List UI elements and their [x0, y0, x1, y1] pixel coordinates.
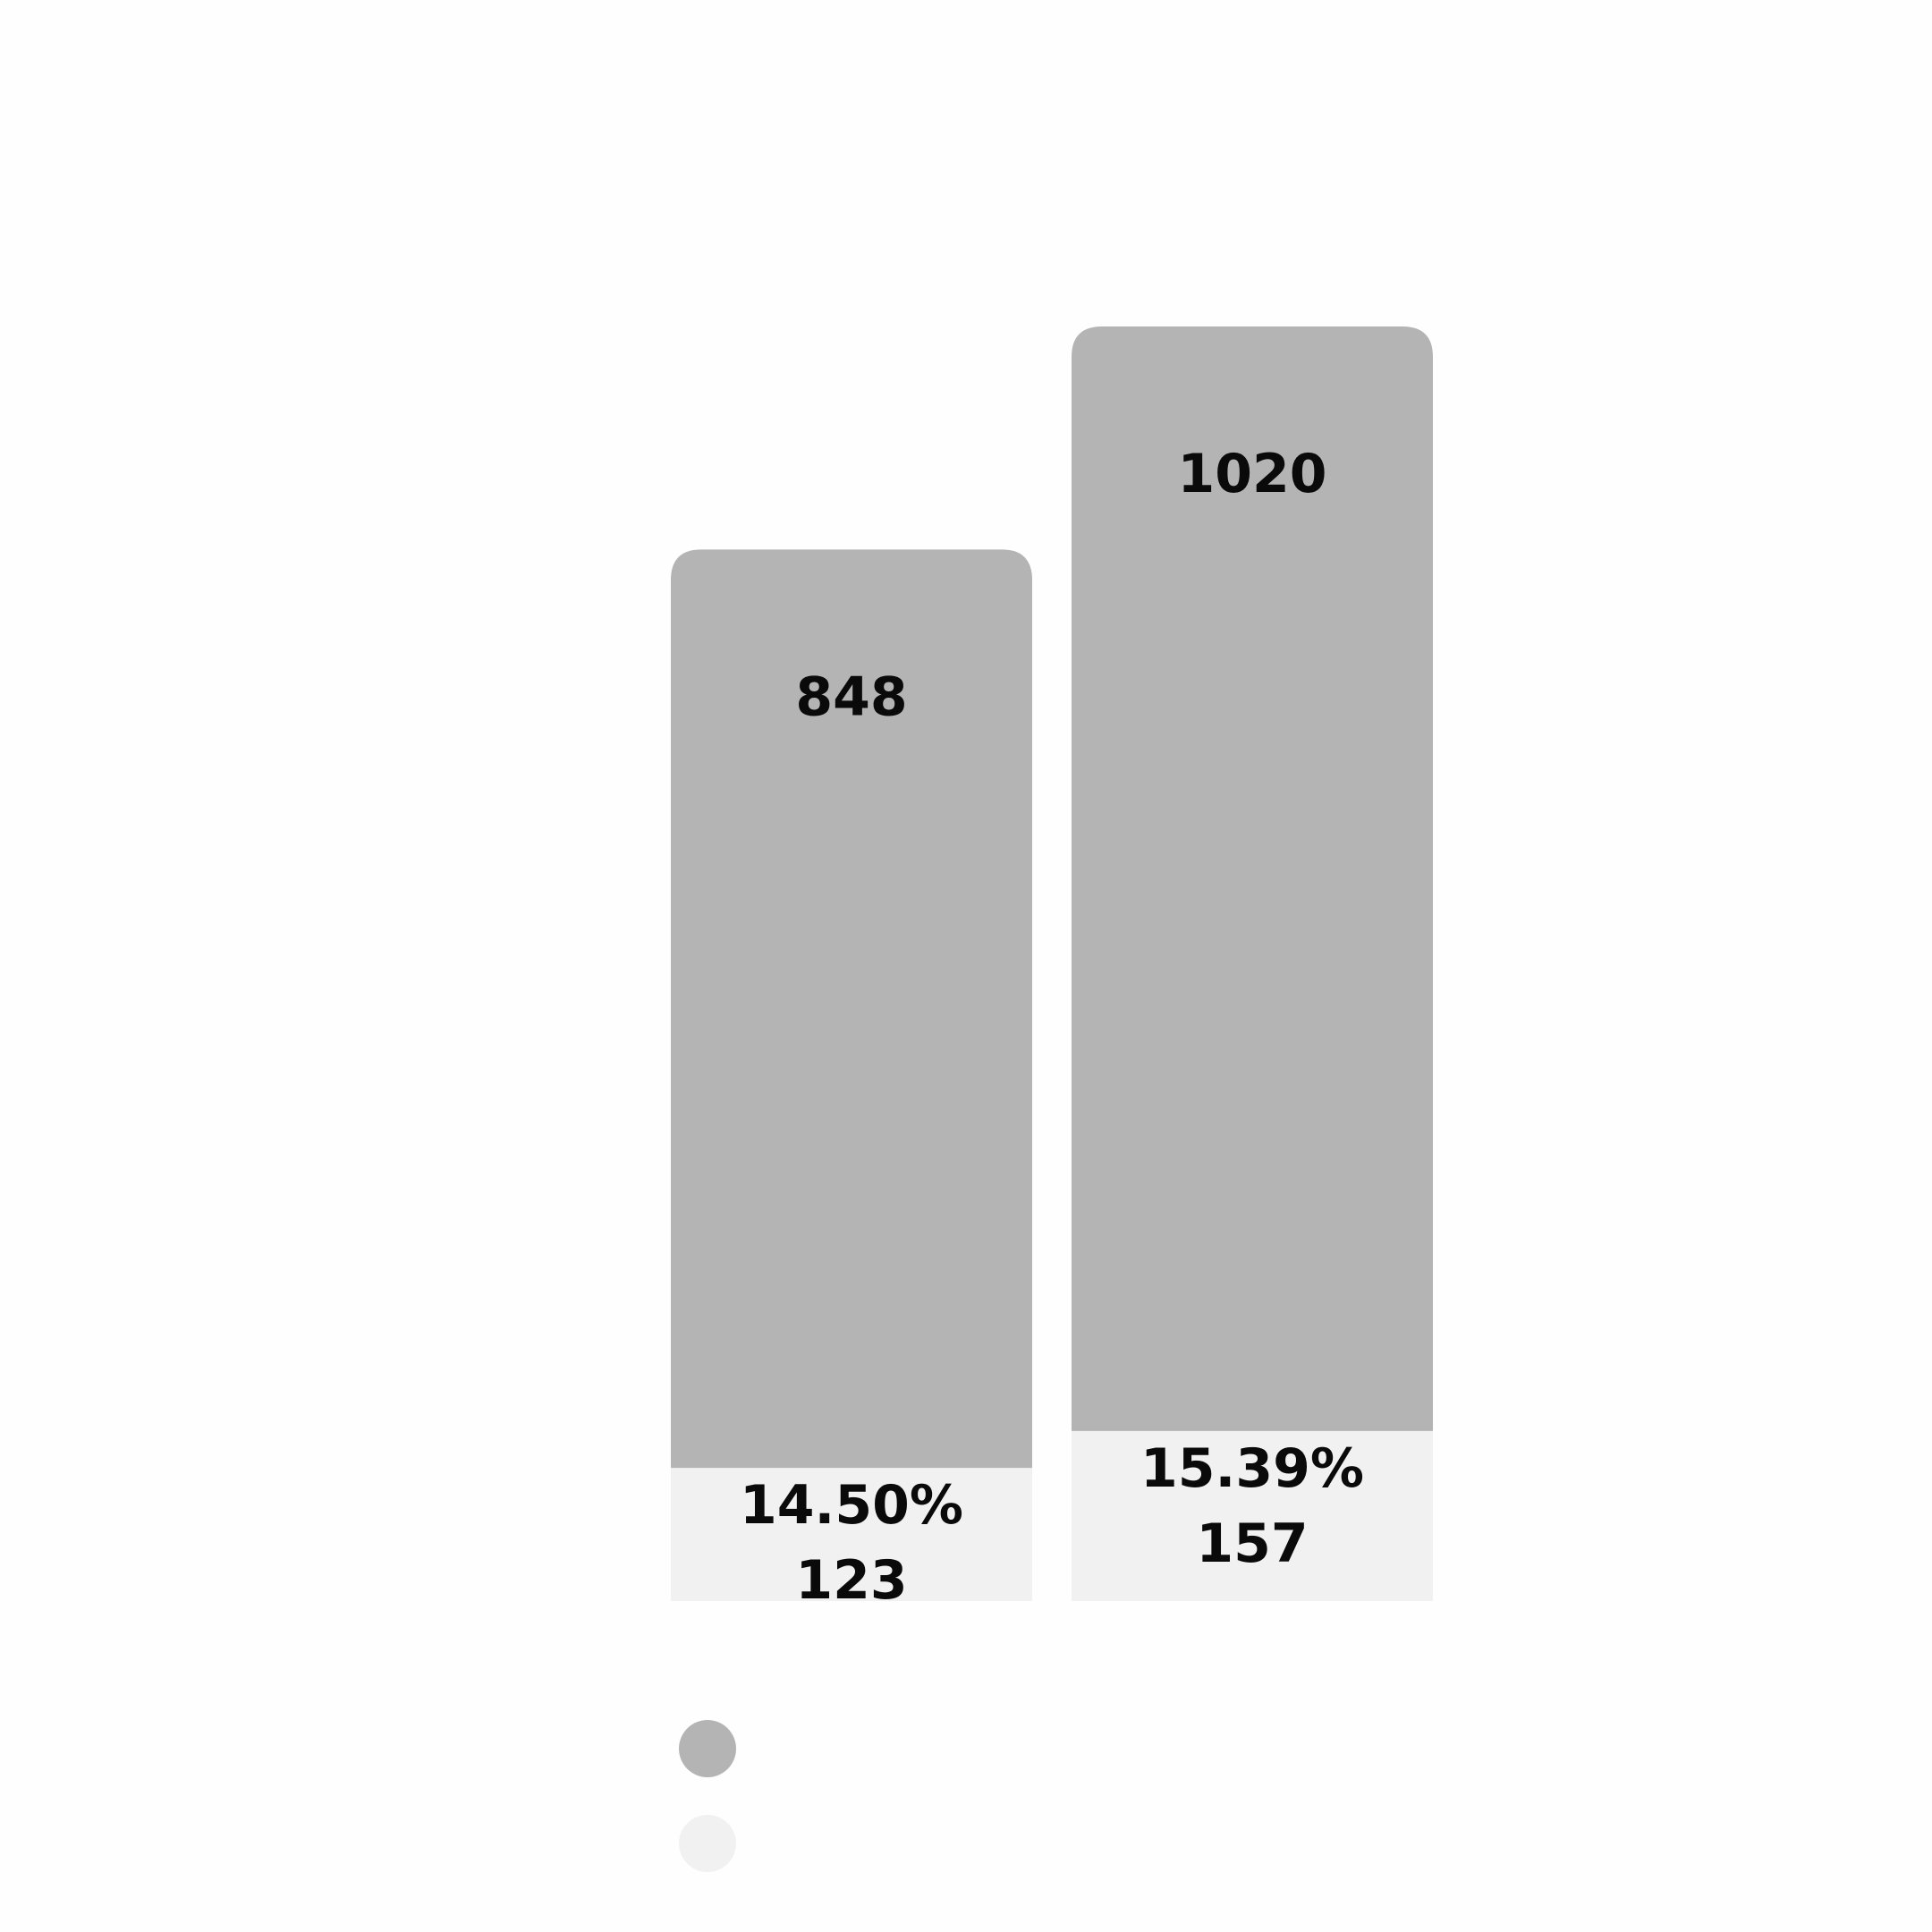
bar-value-label-top-2: 1020 — [1178, 443, 1327, 505]
bar-value-label-top-1: 848 — [795, 665, 907, 728]
legend — [679, 1720, 736, 1872]
legend-marker-1 — [679, 1720, 736, 1777]
bars-group — [671, 326, 1433, 1601]
bar-segment-top-1 — [671, 549, 1032, 1469]
labels-group: 848 14.50% 123 1020 15.39% 157 — [740, 443, 1364, 1612]
bar-value-label-bottom-2: 157 — [1196, 1513, 1308, 1575]
bar-percent-label-bottom-1: 14.50% — [740, 1474, 963, 1537]
bar-percent-label-bottom-2: 15.39% — [1140, 1437, 1364, 1500]
bar-segment-bottom-1 — [671, 1468, 1032, 1601]
legend-marker-2 — [679, 1815, 736, 1872]
bar-value-label-bottom-1: 123 — [795, 1549, 907, 1612]
bar-segment-bottom-2 — [1072, 1430, 1433, 1601]
bar-segment-top-2 — [1072, 326, 1433, 1431]
